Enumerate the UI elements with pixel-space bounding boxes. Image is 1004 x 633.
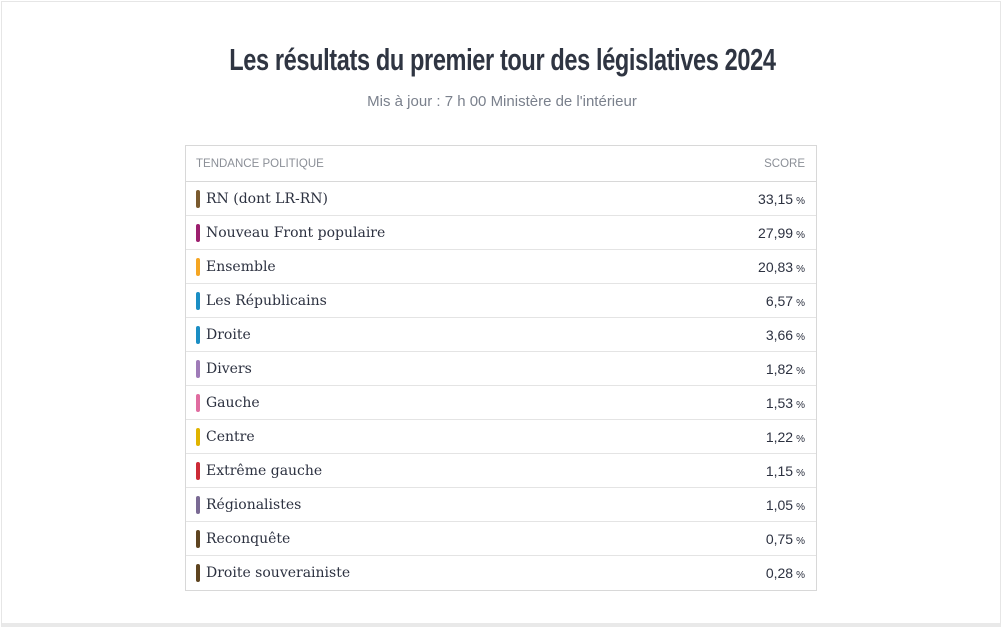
score-value: 20,83 bbox=[758, 258, 794, 275]
party-color-swatch bbox=[196, 495, 200, 514]
party-name: Les Républicains bbox=[206, 292, 327, 309]
score-value: 1,15 bbox=[765, 462, 794, 479]
percent-unit: % bbox=[796, 467, 805, 479]
percent-unit: % bbox=[796, 297, 805, 309]
party-name: Extrême gauche bbox=[206, 462, 323, 479]
score-value: 0,75 bbox=[765, 530, 794, 547]
score-cell: 1,05% bbox=[766, 497, 805, 513]
table-row: Extrême gauche 1,15% bbox=[186, 454, 816, 488]
party-cell: Gauche bbox=[196, 393, 260, 412]
score-cell: 1,53% bbox=[766, 395, 805, 411]
score-cell: 6,57% bbox=[766, 293, 805, 309]
score-cell: 0,28% bbox=[766, 565, 805, 581]
score-value: 0,28 bbox=[765, 565, 794, 581]
score-cell: 1,15% bbox=[766, 463, 805, 479]
score-cell: 20,83% bbox=[758, 259, 805, 275]
title-text: Les résultats du premier tour des législ… bbox=[228, 42, 776, 77]
party-name: Gauche bbox=[206, 394, 260, 411]
percent-unit: % bbox=[796, 501, 805, 513]
table-row: Régionalistes 1,05% bbox=[186, 488, 816, 522]
score-value: 1,82 bbox=[765, 360, 794, 377]
party-name: Divers bbox=[206, 360, 252, 377]
party-color-swatch bbox=[196, 564, 200, 582]
party-cell: Reconquête bbox=[196, 529, 291, 548]
table-row: Nouveau Front populaire 27,99% bbox=[186, 216, 816, 250]
score-cell: 1,82% bbox=[766, 361, 805, 377]
party-cell: Divers bbox=[196, 359, 252, 378]
party-cell: Centre bbox=[196, 427, 255, 446]
percent-unit: % bbox=[796, 229, 805, 241]
score-cell: 33,15% bbox=[758, 191, 805, 207]
header-party: TENDANCE POLITIQUE bbox=[196, 157, 324, 170]
party-color-swatch bbox=[196, 529, 200, 548]
percent-unit: % bbox=[796, 263, 805, 275]
header-score: SCORE bbox=[764, 157, 805, 170]
table-header: TENDANCE POLITIQUE SCORE bbox=[186, 146, 816, 182]
page-title: Les résultats du premier tour des législ… bbox=[0, 42, 1004, 78]
party-cell: RN (dont LR-RN) bbox=[196, 189, 329, 208]
table-row: Reconquête 0,75% bbox=[186, 522, 816, 556]
score-cell: 1,22% bbox=[766, 429, 805, 445]
table-row: Ensemble 20,83% bbox=[186, 250, 816, 284]
score-cell: 0,75% bbox=[766, 531, 805, 547]
party-color-swatch bbox=[196, 461, 200, 480]
percent-unit: % bbox=[796, 195, 805, 207]
party-color-swatch bbox=[196, 427, 200, 446]
party-name: Centre bbox=[206, 428, 255, 445]
score-value: 1,53 bbox=[765, 394, 794, 411]
party-name: Droite souverainiste bbox=[206, 565, 351, 581]
party-color-swatch bbox=[196, 223, 200, 242]
score-value: 1,05 bbox=[765, 496, 794, 513]
party-cell: Droite souverainiste bbox=[196, 564, 350, 582]
party-cell: Ensemble bbox=[196, 257, 276, 276]
table-row: Droite 3,66% bbox=[186, 318, 816, 352]
party-name: Ensemble bbox=[206, 258, 276, 275]
percent-unit: % bbox=[796, 570, 805, 581]
party-cell: Extrême gauche bbox=[196, 461, 323, 480]
percent-unit: % bbox=[796, 433, 805, 445]
party-name: Nouveau Front populaire bbox=[206, 224, 386, 241]
table-row: Divers 1,82% bbox=[186, 352, 816, 386]
table-row: Gauche 1,53% bbox=[186, 386, 816, 420]
party-name: Reconquête bbox=[206, 530, 291, 547]
percent-unit: % bbox=[796, 365, 805, 377]
table-row: Droite souverainiste 0,28% bbox=[186, 556, 816, 590]
results-table: TENDANCE POLITIQUE SCORE RN (dont LR-RN)… bbox=[185, 145, 817, 591]
party-cell: Nouveau Front populaire bbox=[196, 223, 386, 242]
score-cell: 3,66% bbox=[766, 327, 805, 343]
score-value: 33,15 bbox=[758, 190, 794, 207]
party-color-swatch bbox=[196, 393, 200, 412]
score-value: 1,22 bbox=[765, 428, 794, 445]
party-cell: Régionalistes bbox=[196, 495, 302, 514]
party-name: Régionalistes bbox=[206, 496, 302, 513]
party-color-swatch bbox=[196, 325, 200, 344]
score-value: 27,99 bbox=[758, 224, 794, 241]
table-row: RN (dont LR-RN) 33,15% bbox=[186, 182, 816, 216]
party-color-swatch bbox=[196, 291, 200, 310]
percent-unit: % bbox=[796, 331, 805, 343]
party-cell: Droite bbox=[196, 325, 251, 344]
party-color-swatch bbox=[196, 257, 200, 276]
score-value: 3,66 bbox=[765, 326, 794, 343]
party-color-swatch bbox=[196, 189, 200, 208]
percent-unit: % bbox=[796, 535, 805, 547]
party-name: Droite bbox=[206, 326, 251, 343]
table-row: Centre 1,22% bbox=[186, 420, 816, 454]
update-info: Mis à jour : 7 h 00 Ministère de l'intér… bbox=[367, 93, 637, 110]
score-value: 6,57 bbox=[765, 292, 794, 309]
table-row: Les Républicains 6,57% bbox=[186, 284, 816, 318]
score-cell: 27,99% bbox=[758, 225, 805, 241]
party-cell: Les Républicains bbox=[196, 291, 327, 310]
party-name: RN (dont LR-RN) bbox=[206, 190, 329, 207]
party-color-swatch bbox=[196, 359, 200, 378]
percent-unit: % bbox=[796, 399, 805, 411]
